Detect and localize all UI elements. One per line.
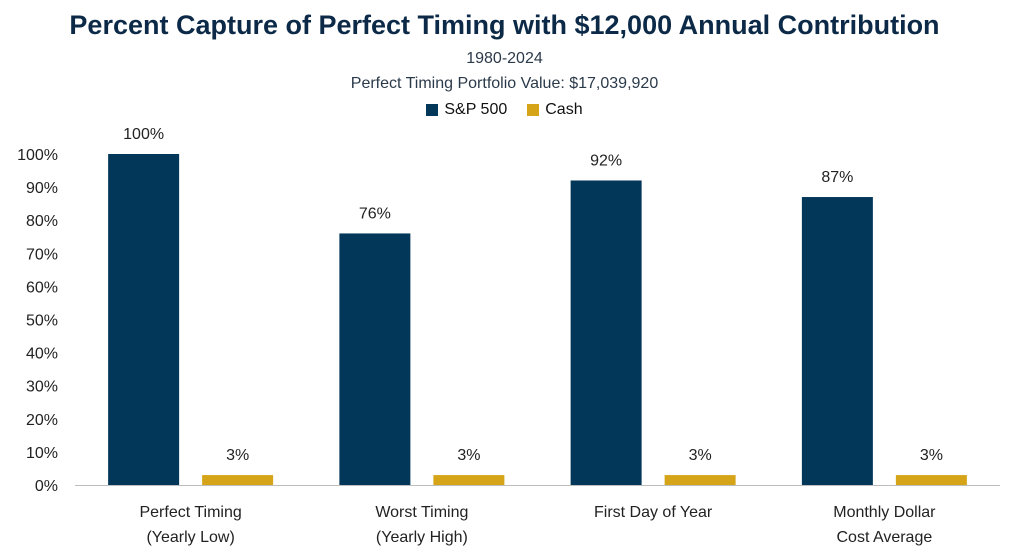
chart-subtitle-years: 1980-2024: [466, 50, 543, 67]
data-label: 3%: [457, 447, 480, 464]
y-tick-label: 30%: [26, 379, 58, 396]
chart-title: Percent Capture of Perfect Timing with $…: [69, 10, 940, 40]
data-label: 3%: [689, 447, 712, 464]
y-tick-label: 50%: [26, 313, 58, 330]
chart-legend: S&P 500 Cash: [0, 101, 1009, 119]
x-category-label: Worst Timing: [375, 504, 468, 521]
data-label: 3%: [226, 447, 249, 464]
y-tick-label: 0%: [35, 478, 58, 495]
legend-item-cash: Cash: [527, 101, 583, 119]
legend-swatch-cash: [527, 104, 540, 116]
legend-label-cash: Cash: [545, 101, 583, 118]
bar-sp500: [570, 180, 642, 486]
legend-label-sp500: S&P 500: [444, 101, 508, 118]
bar-sp500: [801, 197, 873, 485]
data-label: 76%: [359, 205, 391, 222]
bar-cash: [895, 475, 967, 485]
bar-sp500: [108, 154, 180, 485]
bar-sp500: [339, 233, 411, 485]
x-category-label: Monthly Dollar: [833, 504, 936, 521]
bar-cash: [664, 475, 736, 485]
x-category-label: First Day of Year: [594, 504, 713, 521]
y-tick-label: 80%: [26, 213, 58, 230]
y-tick-label: 100%: [17, 147, 58, 164]
y-tick-label: 70%: [26, 246, 58, 263]
data-label: 87%: [821, 169, 853, 186]
x-category-label: (Yearly High): [376, 529, 468, 546]
y-tick-label: 20%: [26, 412, 58, 429]
chart-subtitle-portfolio-value: Perfect Timing Portfolio Value: $17,039,…: [350, 75, 659, 92]
x-category-label: Perfect Timing: [139, 504, 241, 521]
bar-cash: [202, 475, 274, 485]
data-label: 100%: [123, 126, 164, 143]
data-label: 3%: [920, 447, 943, 464]
y-tick-label: 10%: [26, 445, 58, 462]
x-category-label: Cost Average: [836, 529, 932, 546]
legend-item-sp500: S&P 500: [426, 101, 507, 119]
data-label: 92%: [590, 152, 622, 169]
y-tick-label: 90%: [26, 180, 58, 197]
legend-swatch-sp500: [426, 104, 439, 116]
x-category-label: (Yearly Low): [146, 529, 234, 546]
bar-cash: [433, 475, 505, 485]
y-tick-label: 40%: [26, 346, 58, 363]
y-tick-label: 60%: [26, 279, 58, 296]
